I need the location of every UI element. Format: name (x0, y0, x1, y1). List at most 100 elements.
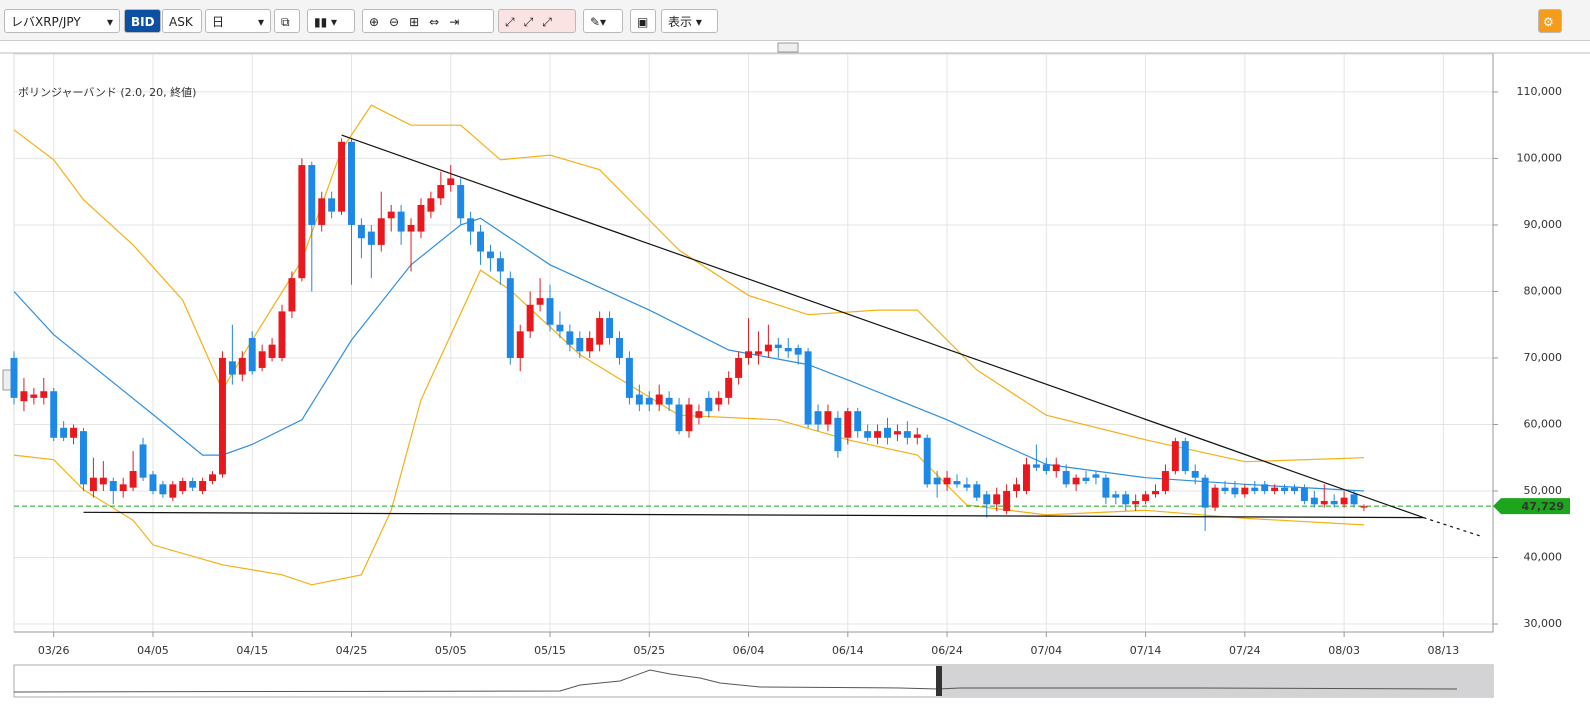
indicator-button[interactable]: ▣ (630, 9, 656, 33)
candle-body (794, 347, 802, 355)
candle-body (606, 318, 614, 339)
bid-button[interactable]: BID (124, 9, 161, 33)
candle-body (864, 431, 872, 438)
candle-body (1013, 484, 1021, 491)
candle-body (1360, 506, 1368, 508)
zoom-tools[interactable]: ⊕⊖⊞⇔⇥ (362, 9, 494, 33)
candle-body (893, 431, 901, 435)
chart-type-select[interactable]: ▮▮ ▾ (307, 9, 355, 33)
candle-body (1142, 494, 1150, 501)
candle-body (50, 391, 58, 438)
x-tick-label: 08/03 (1328, 644, 1360, 657)
bollinger-band (13, 269, 1365, 586)
candle-body (943, 477, 951, 485)
candle-body (705, 397, 713, 412)
candle-body (526, 304, 534, 332)
candle-body (735, 357, 743, 378)
x-tick-label: 08/13 (1428, 644, 1460, 657)
candle-body (377, 218, 385, 245)
candle-body (268, 344, 276, 358)
candle-body (1042, 464, 1050, 472)
symbol-select[interactable]: レバXRP/JPY ▾ (4, 9, 120, 33)
x-tick-label: 07/04 (1030, 644, 1062, 657)
candle-body (486, 251, 494, 259)
candle-body (616, 338, 623, 358)
x-tick-label: 07/24 (1229, 644, 1261, 657)
ask-button[interactable]: ASK (162, 9, 202, 33)
x-tick-label: 06/24 (931, 644, 963, 657)
candle-body (983, 494, 991, 505)
candle-body (407, 224, 415, 232)
candle-body (536, 298, 544, 305)
candle-body (933, 477, 941, 485)
trendline (83, 511, 1424, 519)
y-tick-label: 110,000 (1517, 85, 1563, 98)
price-tag (1493, 498, 1570, 515)
candle-body (238, 357, 246, 375)
candle-body (278, 311, 286, 358)
period-select[interactable]: 日 ▾ (205, 9, 271, 33)
plot-area (10, 54, 1493, 632)
candle-body (60, 427, 68, 438)
candle-body (70, 427, 78, 438)
candle-body (556, 324, 564, 332)
candle-body (40, 391, 48, 398)
candle-body (258, 351, 266, 368)
candle-body (844, 411, 852, 438)
candle-body (635, 394, 643, 405)
chart: ボリンジャーバンド (2.0, 20, 終値) 30,000 40,000 50,0… (0, 42, 1590, 698)
y-tick-label: 70,000 (1524, 351, 1563, 364)
navigator-shade (940, 666, 1493, 696)
price-tag-label: 47,729 (1522, 500, 1564, 513)
trendline (1423, 517, 1484, 538)
plot-frame (13, 53, 1494, 633)
candle-body (20, 391, 28, 402)
view-select[interactable]: 表示 ▾ (661, 9, 718, 33)
candle-body (248, 338, 256, 372)
settings-button[interactable]: ⚙ (1538, 9, 1562, 33)
candle-body (546, 298, 554, 325)
pen-select[interactable]: ✎▾ (583, 9, 623, 33)
candle-body (397, 211, 405, 232)
candle-body (1082, 477, 1090, 482)
candle-body (923, 437, 931, 485)
toolbar: レバXRP/JPY ▾ BID ASK 日 ▾ ⧉ ▮▮ ▾ ⊕⊖⊞⇔⇥ ⤢⤢⤢ ✎… (0, 0, 1590, 41)
candle-body (1251, 487, 1259, 491)
candle-body (993, 494, 1001, 505)
candle-body (387, 211, 395, 219)
candle-body (199, 481, 207, 491)
candle-body (367, 231, 375, 245)
candle-body (874, 431, 882, 438)
candle-body (685, 404, 693, 432)
candle-body (784, 347, 792, 352)
candle-body (586, 338, 594, 352)
candle-body (417, 204, 425, 232)
candle-body (169, 484, 177, 498)
candle-body (1221, 487, 1229, 491)
navigator-handle[interactable] (936, 666, 942, 696)
x-tick-label: 05/15 (534, 644, 566, 657)
candle-body (1261, 484, 1269, 491)
candle-body (467, 218, 475, 232)
candle-body (675, 404, 683, 432)
candle-body (99, 477, 107, 485)
candle-body (1003, 490, 1011, 511)
x-tick-label: 06/04 (733, 644, 765, 657)
candle-body (338, 141, 346, 212)
candle-body (1171, 441, 1179, 472)
candle-body (824, 411, 832, 425)
candle-body (754, 351, 762, 355)
candle-body (1241, 487, 1249, 495)
candle-body (348, 141, 355, 225)
compare-button[interactable]: ⧉ (274, 9, 300, 33)
candle-body (457, 185, 465, 219)
candle-body (119, 484, 127, 491)
candle-body (655, 394, 663, 405)
candle-body (1161, 471, 1169, 491)
candle-body (298, 165, 306, 279)
candle-body (715, 397, 723, 405)
draw-tools[interactable]: ⤢⤢⤢ (498, 9, 576, 33)
collapse-handle[interactable] (777, 42, 799, 53)
y-tick-label: 30,000 (1524, 617, 1563, 630)
x-tick-label: 04/15 (236, 644, 268, 657)
